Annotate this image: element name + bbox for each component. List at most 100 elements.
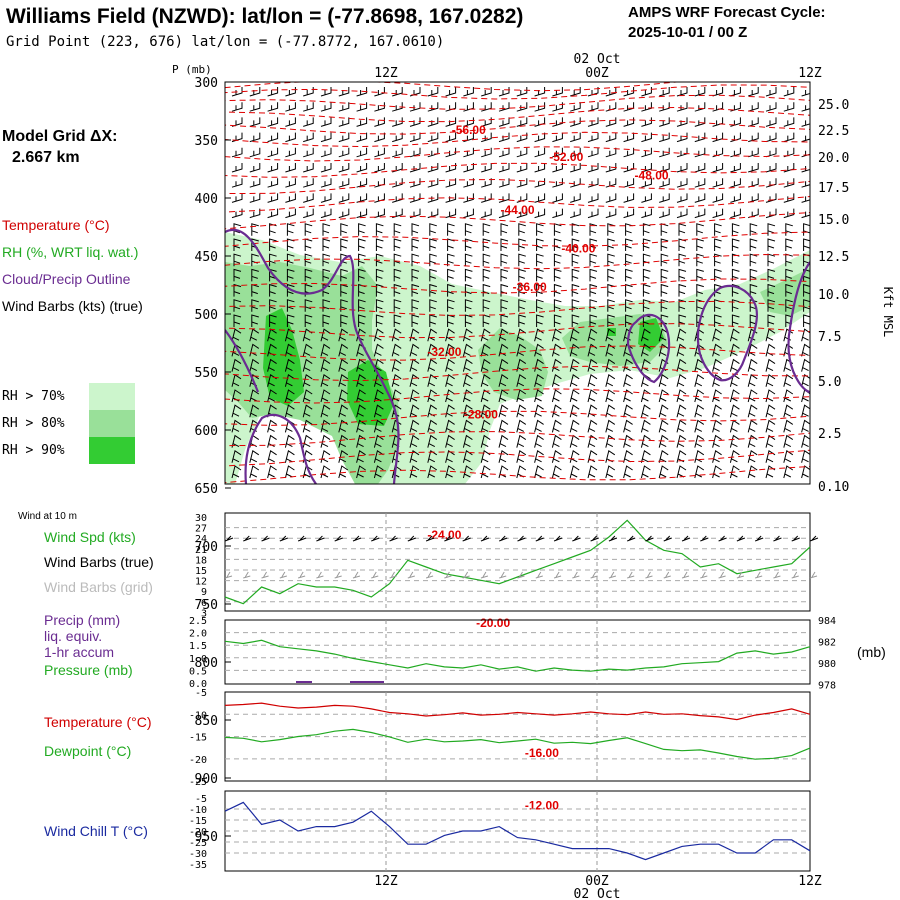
- precip-ytick-label: 0.5: [189, 666, 207, 677]
- windchill-ytick-label: -20: [189, 827, 207, 838]
- pressure-tick-label: 650: [195, 482, 218, 497]
- pressure-ytick-label: 982: [818, 638, 836, 649]
- wind-barb: [375, 268, 384, 282]
- wind-barb: [552, 102, 563, 112]
- wind-barb: [358, 314, 366, 327]
- wind-barb: [694, 102, 706, 112]
- wind-barb: [498, 449, 509, 463]
- cycle-value: 2025-10-01 / 00 Z: [628, 24, 747, 41]
- wind-barb: [445, 87, 457, 97]
- wind-barb: [729, 343, 740, 357]
- windchill-ytick-label: -15: [189, 816, 207, 827]
- wind-barb: [534, 449, 544, 463]
- wind-barb: [267, 132, 279, 143]
- wind-barb: [676, 328, 687, 342]
- precip-legend: Precip (mm): [44, 612, 120, 628]
- wind-barb: [498, 87, 510, 97]
- wind-barb: [285, 208, 296, 219]
- wind-barb: [534, 87, 546, 97]
- wind-barb: [730, 193, 741, 203]
- surface-wind-barb-grid: [627, 571, 635, 579]
- wind-barb: [765, 193, 777, 203]
- surface-wind-barb-grid: [389, 571, 397, 579]
- rh90-region: [263, 308, 304, 406]
- wind-barb: [320, 132, 332, 143]
- wind-barb: [694, 163, 706, 173]
- wind-barb: [587, 373, 598, 387]
- wind-barb: [534, 419, 544, 433]
- pressure-panel-frame: [224, 619, 811, 685]
- wind-barb: [303, 117, 314, 127]
- wind-barb: [518, 268, 526, 282]
- wind-barb: [785, 268, 793, 282]
- wind-barb: [569, 358, 580, 372]
- wind-barb: [320, 358, 331, 372]
- wind-barb: [623, 465, 633, 479]
- pressure-line: [224, 639, 811, 672]
- wind-barb: [303, 132, 314, 143]
- wind-barb: [589, 223, 598, 236]
- wind-barb: [587, 358, 598, 372]
- wind-barb: [803, 238, 810, 251]
- wind-barb: [785, 253, 793, 267]
- wind-barb: [803, 283, 810, 297]
- wind-ytick-label: 9: [201, 587, 207, 598]
- wind-barb: [570, 208, 581, 219]
- wind-barb: [551, 373, 562, 387]
- wind-barb: [516, 449, 527, 463]
- wind-barb: [640, 434, 651, 448]
- wind-barb: [712, 117, 724, 127]
- wind-barb: [587, 102, 599, 112]
- surface-wind-barb-grid: [243, 571, 251, 579]
- wind-barb: [587, 404, 598, 418]
- wind-barb: [480, 419, 491, 433]
- cloud-outline: [787, 261, 810, 394]
- surface-wind-barb: [645, 535, 654, 542]
- wind-barb: [551, 434, 562, 448]
- wind-barb: [375, 238, 384, 251]
- wind-barb: [302, 419, 313, 433]
- rh90-region: [638, 318, 664, 352]
- surface-wind-barb-grid: [224, 571, 233, 579]
- legend-wind-barbs: Wind Barbs (kts) (true): [2, 298, 143, 314]
- surface-wind-barb: [243, 535, 252, 542]
- wind-barb: [694, 208, 706, 219]
- wind-barb: [714, 314, 722, 327]
- station-title: Williams Field (NZWD): lat/lon = (-77.86…: [6, 5, 523, 28]
- wind-barb: [303, 102, 314, 112]
- surface-wind-barb: [425, 535, 435, 542]
- wind-barb: [249, 87, 261, 97]
- wind-barb: [429, 223, 437, 236]
- wind-barb: [285, 132, 296, 143]
- wind-barb: [463, 102, 474, 112]
- wind-barb: [286, 299, 295, 312]
- wind-barb: [285, 147, 296, 158]
- wind-barb: [801, 135, 810, 143]
- cloud-outline: [696, 284, 759, 382]
- wind-barb: [783, 87, 795, 97]
- wind-barb: [322, 314, 331, 327]
- surface-wind-barb: [700, 535, 709, 542]
- wind-barb: [284, 449, 295, 463]
- surface-wind-barb-grid: [736, 571, 745, 579]
- surface-wind-barb: [334, 535, 343, 542]
- wind-barb: [767, 238, 776, 251]
- wind-barb: [498, 404, 509, 418]
- pressure-legend: Pressure (mb): [44, 662, 133, 678]
- wind-barb: [605, 465, 616, 479]
- wind-barb: [427, 449, 438, 463]
- wind-barb: [729, 465, 740, 479]
- wind-barb: [676, 434, 687, 448]
- wind-barb: [500, 268, 509, 282]
- wind-barb: [623, 87, 635, 97]
- wind-barb: [801, 465, 810, 479]
- wind-barb: [409, 465, 420, 479]
- wind-barb: [676, 87, 688, 97]
- wind-barb: [534, 208, 546, 219]
- wind-barb: [676, 389, 687, 403]
- wind-barb: [481, 163, 492, 173]
- pressure-tick-label: 700: [195, 540, 218, 555]
- wind-barb: [749, 223, 758, 236]
- wind-barb: [445, 147, 457, 158]
- wind-barb: [729, 449, 740, 463]
